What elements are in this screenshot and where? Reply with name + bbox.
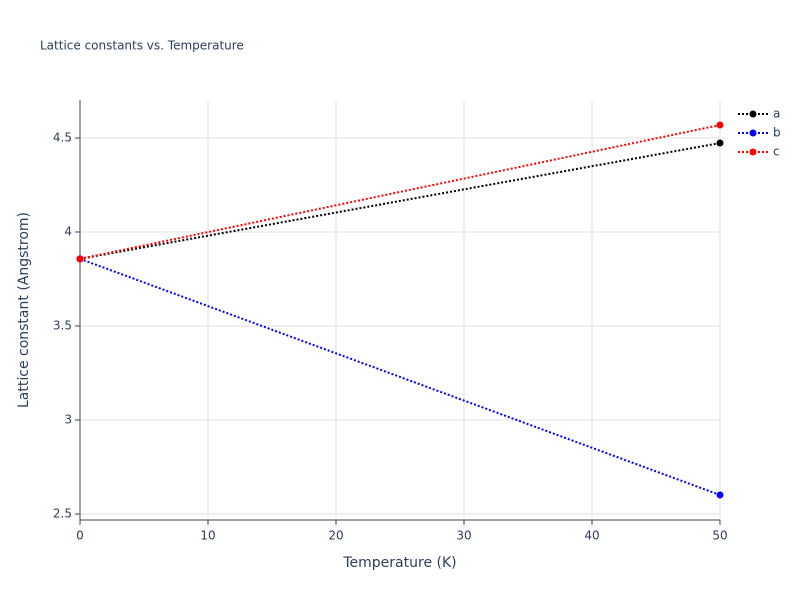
x-tick-label: 30 bbox=[456, 529, 471, 543]
y-tick-label: 3 bbox=[64, 412, 72, 426]
y-tick-label: 3.5 bbox=[53, 318, 72, 332]
x-axis-label: Temperature (K) bbox=[342, 555, 456, 571]
y-tick-label: 2.5 bbox=[53, 506, 72, 520]
x-tick-label: 50 bbox=[712, 529, 727, 543]
series-line bbox=[79, 142, 721, 260]
y-tick-label: 4 bbox=[64, 224, 72, 238]
point bbox=[716, 139, 724, 147]
x-tick-label: 40 bbox=[584, 529, 599, 543]
legend-marker bbox=[749, 148, 757, 156]
point bbox=[76, 255, 84, 263]
chart-title: Lattice constants vs. Temperature bbox=[40, 39, 244, 53]
x-tick-label: 20 bbox=[328, 529, 343, 543]
legend-label: c bbox=[773, 145, 780, 159]
legend-marker bbox=[749, 110, 757, 118]
x-tick-label: 10 bbox=[200, 529, 215, 543]
y-tick-label: 4.5 bbox=[53, 130, 72, 144]
x-tick-label: 0 bbox=[76, 529, 84, 543]
y-axis-label: Lattice constant (Angstrom) bbox=[16, 212, 32, 408]
legend-marker bbox=[749, 129, 757, 137]
legend-label: a bbox=[773, 107, 780, 121]
point bbox=[716, 121, 724, 129]
point bbox=[716, 491, 724, 499]
legend-label: b bbox=[773, 126, 781, 140]
series-line bbox=[79, 124, 721, 260]
series-line bbox=[79, 257, 721, 496]
